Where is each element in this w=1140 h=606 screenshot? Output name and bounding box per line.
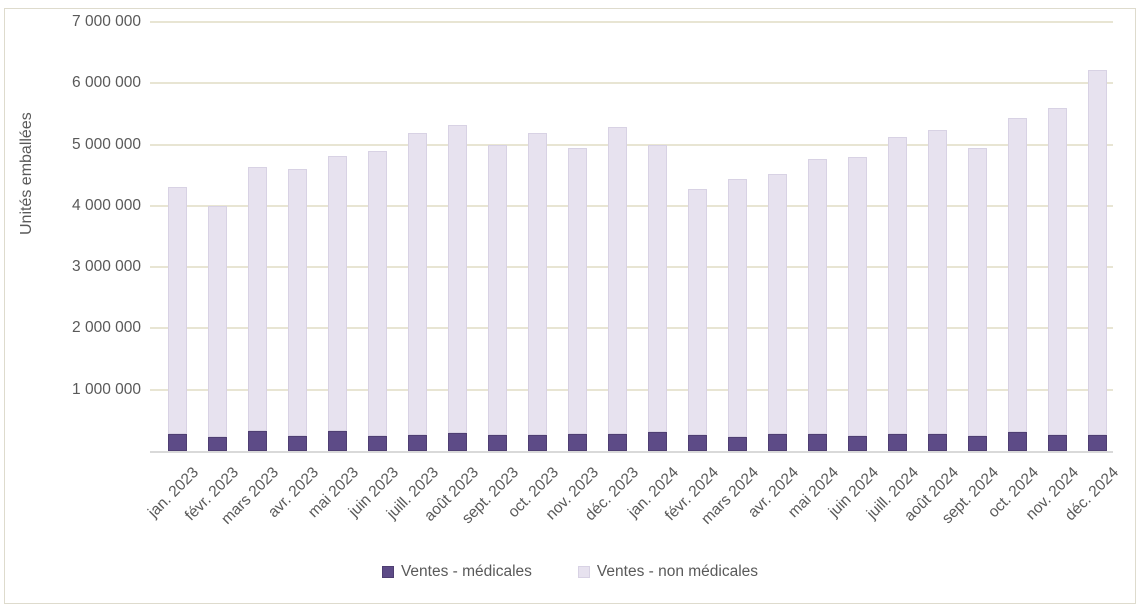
bar-segment-medicales bbox=[1048, 435, 1067, 451]
y-tick-label: 6 000 000 bbox=[72, 74, 141, 92]
bar-segment-non-medicales bbox=[888, 137, 907, 435]
bar-segment-medicales bbox=[1088, 435, 1107, 451]
bar-segment-non-medicales bbox=[168, 187, 187, 435]
bar-segment-medicales bbox=[728, 436, 747, 451]
legend-item-non-medicales: Ventes - non médicales bbox=[577, 563, 759, 581]
bar-segment-non-medicales bbox=[928, 130, 947, 434]
bar-segment-medicales bbox=[768, 434, 787, 451]
y-tick-label: 5 000 000 bbox=[72, 135, 141, 153]
gridline bbox=[150, 82, 1113, 85]
gridline bbox=[150, 204, 1113, 207]
bar-segment-non-medicales bbox=[688, 188, 707, 436]
bar-segment-non-medicales bbox=[608, 127, 627, 435]
bar-segment-medicales bbox=[248, 431, 267, 451]
bar-segment-medicales bbox=[408, 435, 427, 451]
bar-segment-medicales bbox=[448, 433, 467, 451]
y-tick-label: 7 000 000 bbox=[72, 12, 141, 30]
bar-segment-non-medicales bbox=[728, 179, 747, 437]
x-axis-line bbox=[150, 451, 1113, 453]
y-tick-label: 4 000 000 bbox=[72, 196, 141, 214]
bar-segment-non-medicales bbox=[968, 147, 987, 436]
legend-label-non-medicales: Ventes - non médicales bbox=[596, 563, 759, 580]
bar-segment-medicales bbox=[928, 433, 947, 451]
bar-segment-medicales bbox=[648, 431, 667, 451]
bar-segment-medicales bbox=[368, 435, 387, 451]
bar-segment-non-medicales bbox=[488, 144, 507, 436]
bar-segment-non-medicales bbox=[248, 167, 267, 432]
bar-segment-non-medicales bbox=[408, 132, 427, 436]
bar-segment-non-medicales bbox=[1048, 108, 1067, 436]
gridline bbox=[150, 327, 1113, 330]
bar-segment-medicales bbox=[328, 430, 347, 451]
bar-segment-medicales bbox=[528, 435, 547, 451]
bar-segment-non-medicales bbox=[368, 150, 387, 436]
bar-segment-medicales bbox=[888, 434, 907, 451]
bar-segment-medicales bbox=[488, 435, 507, 451]
y-tick-label: 1 000 000 bbox=[72, 380, 141, 398]
bar-segment-medicales bbox=[568, 433, 587, 451]
gridline bbox=[150, 143, 1113, 146]
bar-segment-non-medicales bbox=[768, 173, 787, 435]
bar-segment-non-medicales bbox=[1088, 70, 1107, 436]
bar-segment-medicales bbox=[968, 435, 987, 451]
legend-item-medicales: Ventes - médicales bbox=[381, 563, 532, 581]
bar-segment-medicales bbox=[608, 434, 627, 451]
legend: Ventes - médicales Ventes - non médicale… bbox=[0, 560, 1140, 584]
gridline bbox=[150, 20, 1113, 23]
legend-swatch-non-medicales-icon bbox=[577, 566, 590, 578]
bar-segment-non-medicales bbox=[288, 169, 307, 436]
y-tick-label: 3 000 000 bbox=[72, 258, 141, 276]
bar-segment-non-medicales bbox=[1008, 117, 1027, 432]
bar-segment-non-medicales bbox=[848, 157, 867, 436]
bar-segment-medicales bbox=[848, 435, 867, 451]
bar-segment-medicales bbox=[168, 434, 187, 451]
bar-segment-non-medicales bbox=[528, 133, 547, 436]
bar-segment-non-medicales bbox=[568, 147, 587, 434]
bar-segment-non-medicales bbox=[328, 155, 347, 431]
bar-segment-non-medicales bbox=[648, 144, 667, 432]
legend-label-medicales: Ventes - médicales bbox=[400, 563, 532, 580]
bar-segment-non-medicales bbox=[208, 205, 227, 437]
bar-segment-medicales bbox=[288, 435, 307, 451]
bar-segment-medicales bbox=[808, 434, 827, 451]
legend-swatch-medicales-icon bbox=[381, 566, 394, 578]
gridline bbox=[150, 388, 1113, 391]
y-tick-label: 2 000 000 bbox=[72, 319, 141, 337]
bar-segment-non-medicales bbox=[808, 158, 827, 435]
bar-segment-medicales bbox=[1008, 431, 1027, 451]
gridline bbox=[150, 266, 1113, 269]
bar-segment-medicales bbox=[208, 436, 227, 451]
bar-segment-medicales bbox=[688, 435, 707, 451]
bar-segment-non-medicales bbox=[448, 125, 467, 434]
